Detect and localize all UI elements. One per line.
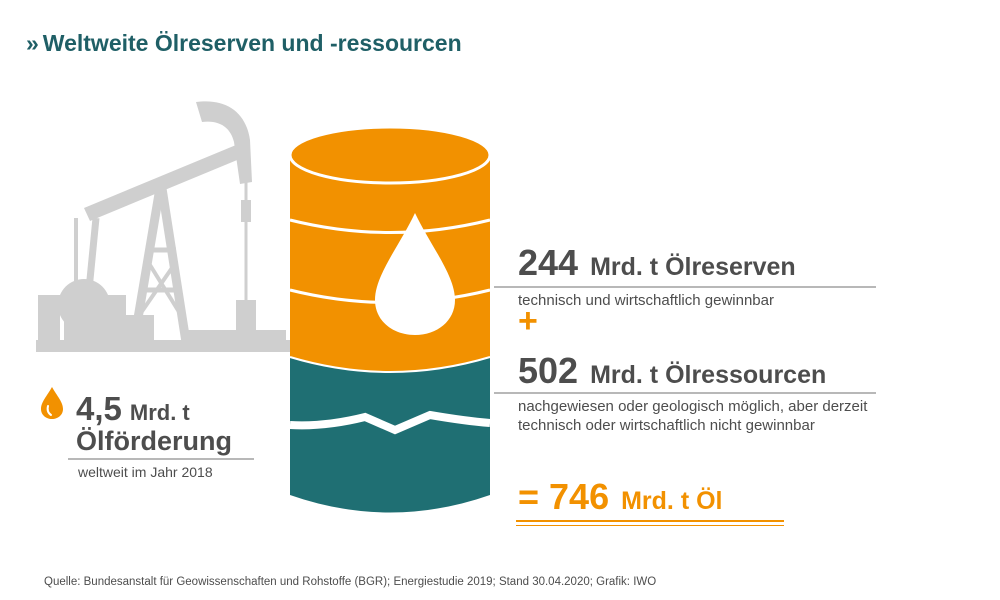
resources-value: 502 Mrd. t Ölressourcen — [518, 350, 826, 392]
source-note: Quelle: Bundesanstalt für Geowissenschaf… — [44, 576, 657, 588]
oil-pump-icon — [36, 101, 291, 352]
reserves-unit: Mrd. t Ölreserven — [590, 253, 796, 281]
reserves-divider — [494, 286, 876, 288]
total-underline — [516, 520, 784, 522]
resources-divider — [494, 392, 876, 394]
total-unit: Mrd. t Öl — [621, 487, 723, 515]
production-label: Ölförderung — [76, 426, 232, 456]
resources-unit: Mrd. t Ölressourcen — [590, 361, 827, 389]
oil-drop-icon — [41, 387, 63, 419]
oil-drop-icon — [375, 213, 455, 335]
production-divider — [68, 458, 254, 460]
title-text: Weltweite Ölreserven und -ressourcen — [42, 30, 462, 56]
total-number: 746 — [549, 476, 610, 517]
production-number: 4,5 — [76, 390, 122, 427]
equals-sign: = — [518, 476, 540, 517]
reserves-value: 244 Mrd. t Ölreserven — [518, 242, 796, 284]
production-unit: Mrd. t — [129, 400, 190, 425]
total-underline-second — [516, 525, 784, 526]
resources-subtext: nachgewiesen oder geologisch möglich, ab… — [518, 398, 868, 434]
plus-sign: + — [518, 302, 538, 340]
production-subtext: weltweit im Jahr 2018 — [78, 464, 213, 480]
reserves-number: 244 — [518, 242, 579, 283]
resources-number: 502 — [518, 350, 579, 391]
reserves-subtext: technisch und wirtschaftlich gewinnbar — [518, 292, 774, 309]
title-marker: » — [26, 30, 39, 56]
total-value: = 746 Mrd. t Öl — [518, 476, 723, 518]
oil-barrel-icon — [288, 125, 492, 513]
production-value: 4,5 Mrd. t — [76, 390, 190, 428]
page-title: » Weltweite Ölreserven und -ressourcen — [26, 30, 462, 57]
